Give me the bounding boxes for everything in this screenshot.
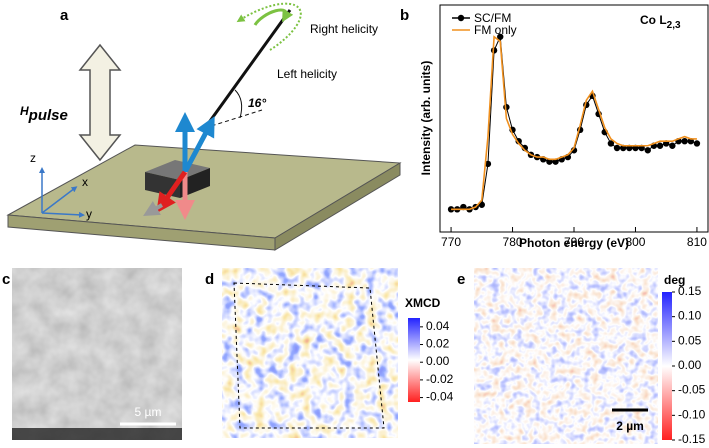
image-e — [474, 268, 658, 444]
block-top — [145, 160, 210, 180]
colorbar-title: deg — [664, 273, 685, 287]
setup-diagram: Hpulse 16° Right helicity Left helicity … — [6, 2, 402, 251]
angle-label: 16° — [248, 96, 266, 110]
axis-label: z — [30, 151, 36, 165]
microscope-image: 5 µm — [12, 268, 182, 440]
field-arrow — [78, 43, 122, 162]
moment-beam — [182, 116, 215, 174]
colorbar-tick-label: 0.10 — [678, 309, 702, 323]
panel-label: b — [400, 7, 409, 24]
colorbar-tick-label: 0.02 — [426, 337, 450, 351]
data-point — [613, 144, 621, 152]
data-point — [669, 142, 676, 149]
colorbar-tick-label: 0.05 — [678, 333, 702, 347]
left-helicity-label: Left helicity — [277, 67, 337, 81]
axis-label: y — [86, 207, 92, 221]
beam-projection — [204, 109, 263, 129]
field-subscript: pulse — [28, 107, 68, 124]
x-tick-label: 770 — [441, 235, 461, 249]
colorbar-tick-label: -0.10 — [678, 407, 706, 421]
scale-label: 5 µm — [135, 405, 162, 419]
colorbar-tick-label: -0.05 — [678, 383, 706, 397]
field-symbol: H — [20, 104, 29, 118]
legend-label: SC/FM — [474, 11, 511, 25]
colorbar-tick-label: -0.04 — [426, 390, 454, 404]
data-point — [484, 160, 492, 168]
image-c — [12, 268, 182, 440]
x-ray-beam — [203, 9, 292, 129]
panel-label: e — [457, 271, 465, 288]
kerr-image: 2 µm deg — [474, 268, 685, 444]
angle-arc — [234, 89, 243, 119]
right-helicity — [253, 8, 294, 26]
legend-label: FM only — [474, 23, 517, 37]
colorbar-tick-label: -0.02 — [426, 372, 454, 386]
panel-label: a — [60, 7, 69, 24]
colorbar — [408, 318, 420, 402]
right-helicity-label: Right helicity — [310, 22, 378, 36]
data-point — [497, 33, 504, 40]
scale-label: 2 µm — [616, 419, 644, 433]
plot-frame — [439, 4, 709, 233]
data-point — [681, 138, 688, 145]
data-point — [515, 138, 522, 145]
x-tick-label: 810 — [687, 235, 707, 249]
axis-x — [41, 186, 78, 214]
image-edge — [12, 428, 182, 440]
axis-y — [41, 211, 85, 218]
left-helicity — [236, 2, 302, 51]
moment-gray — [143, 201, 164, 217]
colorbar-tick-label: 0.15 — [678, 284, 702, 298]
moment-red — [156, 170, 188, 214]
series-line — [451, 34, 698, 210]
image-d — [222, 268, 398, 438]
axis-label: x — [82, 175, 88, 189]
roi-outline — [233, 282, 385, 429]
edge-subscript: 2,3 — [667, 20, 681, 31]
colorbar-tick-label: -0.15 — [678, 432, 706, 446]
legend-marker — [457, 14, 465, 22]
colorbar-title: XMCD — [405, 296, 441, 310]
field-label: Hpulse — [20, 104, 68, 124]
data-point — [656, 142, 664, 149]
y-axis-label: Intensity (arb. units) — [419, 61, 433, 176]
edge-label: Co L2,3 — [640, 13, 681, 31]
sample-side — [274, 162, 401, 251]
x-tick-label: 800 — [625, 235, 645, 249]
x-tick-label: 790 — [564, 235, 584, 249]
colorbar-tick-label: 0.00 — [426, 354, 450, 368]
edge-element: Co L — [640, 13, 667, 27]
xmcd-image: XMCD — [222, 268, 441, 438]
colorbar — [662, 292, 672, 440]
data-point — [644, 147, 651, 154]
data-point — [693, 140, 701, 147]
series-line — [451, 35, 697, 211]
data-point — [607, 140, 615, 147]
x-tick-label: 780 — [503, 235, 523, 249]
panel-label: d — [205, 271, 214, 288]
colorbar-tick-label: 0.00 — [678, 358, 702, 372]
spectrum-chart: Co L2,3 Photon energy (eV) Intensity (ar… — [419, 4, 709, 250]
x-axis-label: Photon energy (eV) — [519, 236, 629, 250]
panel-label: c — [2, 271, 10, 288]
colorbar-tick-label: 0.04 — [426, 319, 450, 333]
